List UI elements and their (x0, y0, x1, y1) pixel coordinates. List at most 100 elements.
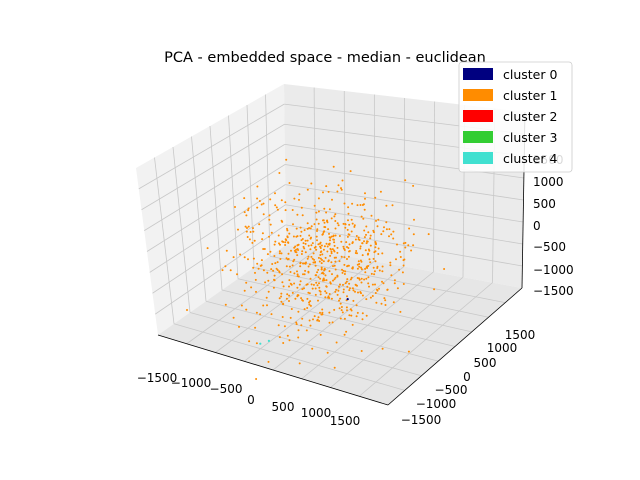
data-point (287, 241, 289, 244)
data-point (284, 201, 287, 204)
data-point (392, 230, 395, 233)
data-point (333, 264, 336, 267)
data-point (346, 278, 349, 281)
data-point (290, 283, 293, 286)
data-point (284, 244, 287, 246)
data-point (348, 282, 351, 285)
y-tick-label: 500 (474, 356, 497, 370)
data-point (299, 226, 302, 229)
data-point (296, 213, 299, 216)
data-point (288, 232, 291, 235)
data-point (340, 188, 343, 191)
data-point (315, 248, 318, 251)
data-point (443, 268, 446, 270)
data-point (327, 296, 330, 299)
x-tick-label: −1500 (137, 371, 178, 385)
chart-title: PCA - embedded space - median - euclidea… (164, 50, 486, 66)
data-point (334, 260, 337, 263)
data-point (356, 311, 359, 314)
data-point (342, 247, 345, 250)
data-point (316, 228, 319, 231)
data-point (259, 264, 262, 267)
data-point (350, 218, 353, 221)
data-point (385, 221, 388, 224)
data-point (361, 294, 364, 297)
data-point (343, 256, 346, 259)
data-point (240, 304, 243, 307)
data-point (224, 303, 227, 306)
data-point (320, 268, 323, 271)
data-point (402, 259, 405, 262)
data-point (288, 279, 291, 282)
data-point (306, 307, 309, 309)
data-point (381, 265, 384, 268)
data-point (284, 209, 287, 212)
data-point (339, 317, 342, 320)
data-point (367, 231, 370, 234)
data-point (346, 295, 348, 298)
legend-label: cluster 2 (503, 109, 557, 124)
data-point (317, 256, 320, 259)
data-point (273, 279, 276, 282)
data-point (369, 261, 372, 264)
data-point (325, 279, 328, 282)
data-point (298, 283, 301, 286)
data-point (342, 283, 344, 286)
data-point (364, 249, 367, 252)
data-point (382, 230, 385, 233)
data-point (309, 324, 312, 327)
data-point (257, 267, 260, 270)
data-point (342, 245, 345, 248)
data-point (407, 244, 410, 247)
data-point (288, 294, 291, 297)
data-point (359, 204, 362, 206)
data-point (272, 269, 275, 272)
data-point (321, 308, 324, 311)
data-point (276, 261, 279, 264)
data-point (315, 211, 318, 214)
data-point (356, 204, 359, 207)
data-point (309, 300, 312, 303)
data-point (344, 226, 347, 229)
grid-line (155, 224, 286, 315)
data-point (308, 263, 311, 266)
data-point (323, 279, 326, 282)
data-point (256, 197, 259, 200)
data-point (369, 296, 372, 299)
x-tick-label: −1000 (171, 376, 212, 390)
data-point (317, 243, 320, 246)
data-point (385, 228, 388, 231)
data-point (277, 324, 280, 327)
data-point (334, 268, 337, 271)
data-point (316, 230, 318, 232)
data-point (303, 247, 306, 250)
data-point (313, 246, 316, 249)
data-point (284, 241, 287, 244)
data-point (260, 259, 263, 262)
data-point (262, 304, 265, 307)
data-point (374, 283, 376, 286)
data-point (286, 229, 289, 232)
data-point (355, 250, 358, 252)
data-point (319, 311, 321, 314)
data-point (293, 246, 296, 249)
data-point (306, 222, 309, 225)
data-point (287, 252, 290, 255)
legend-label: cluster 3 (503, 130, 557, 145)
data-point (295, 323, 298, 326)
data-point (331, 273, 333, 276)
data-point (348, 233, 351, 236)
data-point (373, 273, 376, 276)
data-point (389, 264, 392, 267)
data-point (298, 362, 301, 365)
data-point (321, 253, 324, 256)
data-point (386, 288, 389, 291)
data-point (316, 239, 318, 242)
data-point (391, 204, 394, 207)
data-point (372, 266, 375, 269)
data-point (339, 297, 342, 300)
data-point (303, 273, 306, 276)
data-point (337, 224, 340, 227)
data-point (262, 213, 265, 216)
data-point (299, 265, 302, 268)
